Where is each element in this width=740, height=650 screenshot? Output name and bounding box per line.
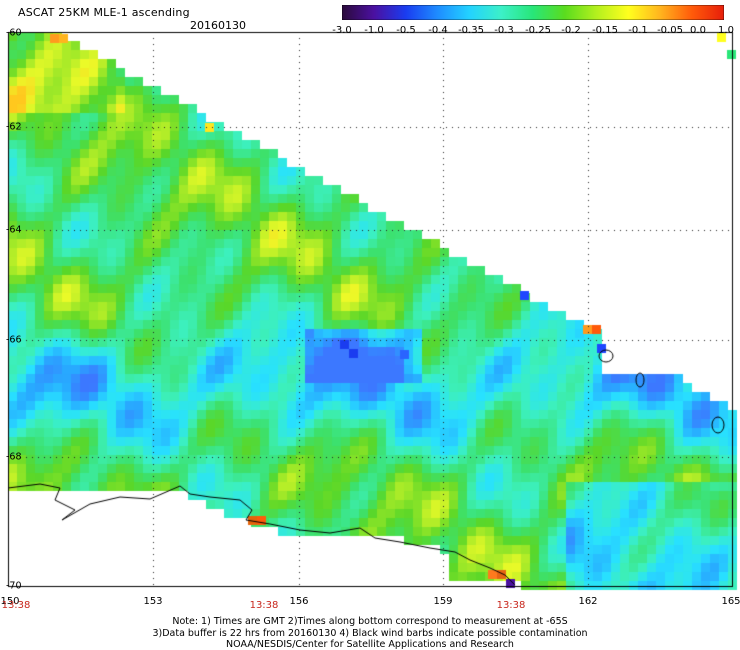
note-line-2: 3)Data buffer is 22 hrs from 20160130 4)… (152, 628, 588, 639)
colorbar-label: -0.4 (428, 25, 448, 36)
colorbar-label: 0.0 (690, 25, 706, 36)
colorbar-label: -0.15 (592, 25, 618, 36)
lon-label: 156 (289, 596, 309, 607)
lat-label: -60 (6, 27, 22, 39)
lat-label: -62 (6, 121, 22, 133)
lat-label: -64 (6, 224, 22, 236)
lon-label: 150 (0, 596, 20, 607)
time-label: 13:38 (496, 600, 526, 611)
time-label: 13:38 (1, 600, 31, 611)
lat-label: -70 (6, 580, 22, 592)
lat-label: -66 (6, 334, 22, 346)
colorbar-label: 1.0 (718, 25, 734, 36)
colorbar-label: -0.1 (628, 25, 648, 36)
lon-label: 162 (578, 596, 598, 607)
colorbar-label: -0.35 (458, 25, 484, 36)
colorbar-label: -3.0 (332, 25, 352, 36)
lat-label: -68 (6, 451, 22, 463)
colorbar (342, 5, 724, 20)
product-date: 20160130 (190, 19, 246, 32)
lon-label: 153 (143, 596, 163, 607)
note-line-3: NOAA/NESDIS/Center for Satellite Applica… (226, 639, 514, 650)
colorbar-label: -0.05 (657, 25, 683, 36)
product-title: ASCAT 25KM MLE-1 ascending (18, 6, 190, 19)
colorbar-label: -1.0 (364, 25, 384, 36)
colorbar-label: -0.25 (525, 25, 551, 36)
lon-label: 159 (433, 596, 453, 607)
colorbar-labels: -3.0 -1.0 -0.5 -0.4 -0.35 -0.3 -0.25 -0.… (320, 25, 740, 37)
colorbar-label: -0.5 (396, 25, 416, 36)
colorbar-label: -0.2 (561, 25, 581, 36)
time-label: 13:38 (249, 600, 279, 611)
colorbar-label: -0.3 (494, 25, 514, 36)
note-line-1: Note: 1) Times are GMT 2)Times along bot… (172, 616, 568, 627)
lon-label: 165 (721, 596, 740, 607)
